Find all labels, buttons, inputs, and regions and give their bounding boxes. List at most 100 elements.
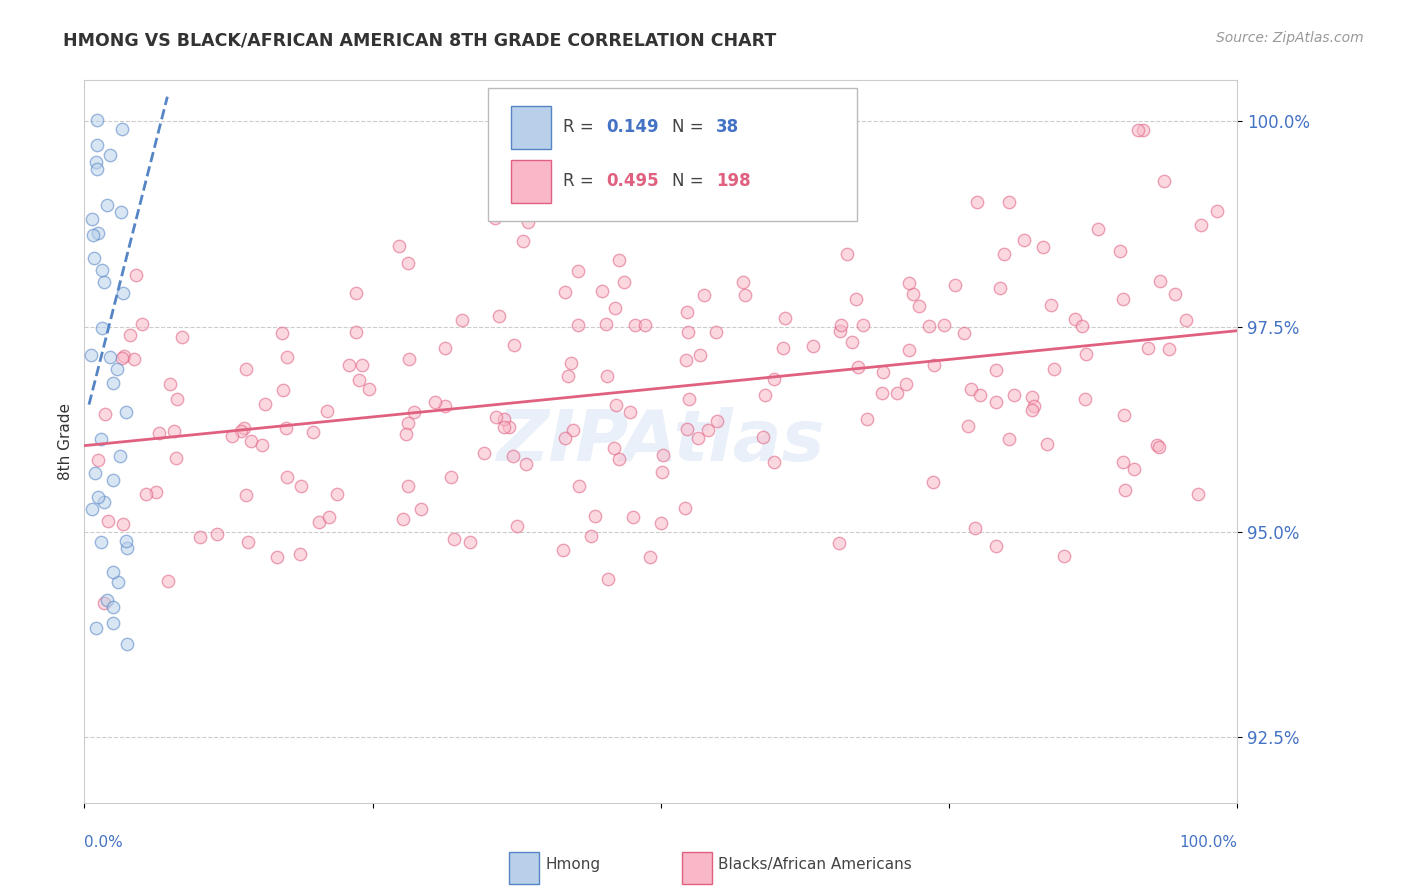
Point <box>603 301 626 315</box>
Point <box>596 572 619 586</box>
Point <box>922 475 945 490</box>
Point <box>253 397 276 411</box>
Point <box>596 369 619 384</box>
Text: 198: 198 <box>716 172 751 190</box>
Point <box>1002 388 1025 402</box>
Point <box>678 325 700 339</box>
Point <box>1021 402 1043 417</box>
Point <box>411 501 433 516</box>
Point <box>562 423 585 437</box>
Text: 0.0%: 0.0% <box>84 835 124 850</box>
Point <box>388 239 411 253</box>
Point <box>492 420 515 434</box>
Point <box>896 377 918 392</box>
Point <box>567 318 589 333</box>
Point <box>1153 174 1175 188</box>
Point <box>986 540 1008 554</box>
Point <box>673 500 696 515</box>
Point <box>86 113 108 128</box>
Point <box>966 194 988 209</box>
Point <box>1164 287 1187 301</box>
Point <box>886 386 908 401</box>
Point <box>903 287 925 301</box>
Point <box>271 383 294 397</box>
Point <box>111 122 134 136</box>
Point <box>551 543 574 558</box>
Point <box>623 510 645 524</box>
Point <box>897 343 920 358</box>
Point <box>84 622 107 636</box>
Point <box>172 330 194 344</box>
Point <box>1189 219 1212 233</box>
Point <box>290 479 312 493</box>
Y-axis label: 8th Grade: 8th Grade <box>58 403 73 480</box>
Point <box>398 352 420 367</box>
Point <box>1040 298 1063 312</box>
Point <box>651 465 673 479</box>
Point <box>567 263 589 277</box>
Point <box>93 495 115 509</box>
Point <box>852 318 875 332</box>
FancyBboxPatch shape <box>488 87 856 221</box>
Text: R =: R = <box>562 119 599 136</box>
Point <box>458 535 481 549</box>
Point <box>166 451 188 466</box>
Point <box>350 358 373 372</box>
Text: Hmong: Hmong <box>546 856 600 871</box>
Point <box>619 405 641 419</box>
Point <box>115 533 138 548</box>
Point <box>86 138 108 153</box>
Point <box>131 317 153 331</box>
Point <box>90 535 112 549</box>
Point <box>856 412 879 426</box>
Point <box>274 421 297 435</box>
Point <box>557 369 579 384</box>
Point <box>90 433 112 447</box>
Point <box>105 362 128 376</box>
Point <box>560 356 582 370</box>
Point <box>693 288 716 302</box>
Point <box>396 256 419 270</box>
FancyBboxPatch shape <box>510 105 551 149</box>
Point <box>502 449 524 463</box>
Point <box>922 359 945 373</box>
Point <box>111 516 134 531</box>
Point <box>90 320 112 334</box>
Point <box>988 281 1011 295</box>
Point <box>288 547 311 561</box>
Point <box>984 395 1007 409</box>
Point <box>1032 240 1054 254</box>
Point <box>503 338 526 352</box>
Point <box>872 365 894 379</box>
Point <box>591 284 613 298</box>
Point <box>953 326 976 341</box>
Point <box>235 488 257 502</box>
Point <box>112 286 135 301</box>
Point <box>752 430 775 444</box>
Point <box>675 305 697 319</box>
Point <box>229 424 252 438</box>
Point <box>997 194 1019 209</box>
Point <box>1053 549 1076 563</box>
Point <box>86 453 108 467</box>
Point <box>239 434 262 448</box>
Point <box>651 448 673 462</box>
Point <box>80 348 103 362</box>
Point <box>763 455 786 469</box>
Point <box>94 407 117 421</box>
Point <box>337 358 360 372</box>
Point <box>704 325 727 339</box>
Point <box>205 527 228 541</box>
Point <box>505 519 527 533</box>
Point <box>316 404 339 418</box>
Point <box>907 299 929 313</box>
Point <box>640 549 662 564</box>
Point <box>965 521 987 535</box>
Point <box>391 511 413 525</box>
Point <box>624 318 647 332</box>
Point <box>801 339 824 353</box>
Point <box>734 288 756 302</box>
Point <box>122 352 145 367</box>
Point <box>84 154 107 169</box>
Point <box>675 353 697 368</box>
